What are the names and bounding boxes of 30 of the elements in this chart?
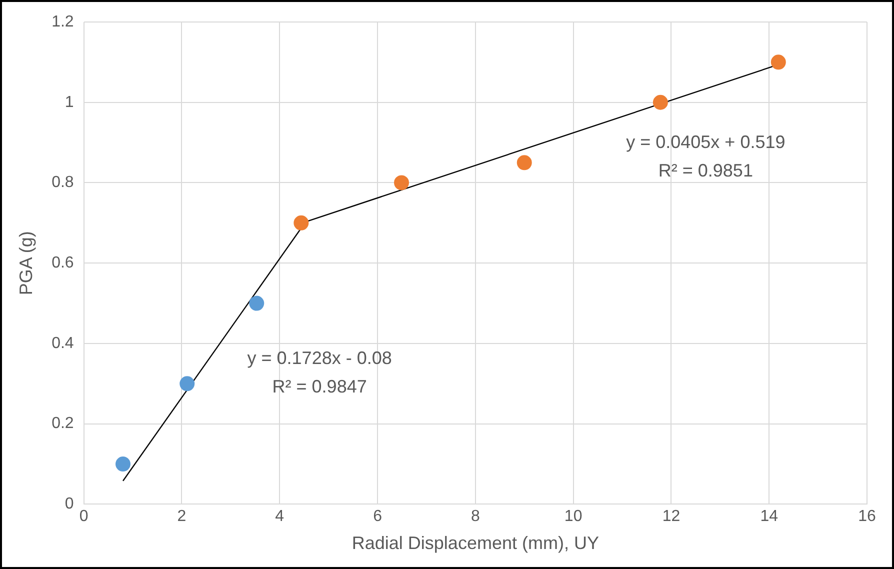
annotation: R² = 0.9847: [272, 376, 367, 396]
y-tick-label: 0.6: [52, 254, 74, 272]
x-axis-title: Radial Displacement (mm), UY: [352, 533, 599, 554]
y-tick-label: 1.2: [52, 13, 74, 30]
x-tick-label: 2: [177, 508, 186, 526]
point: [294, 215, 309, 230]
y-tick-label: 1: [64, 94, 74, 111]
x-tick-label: 0: [79, 508, 88, 526]
x-tick-label: 16: [858, 508, 876, 526]
x-tick-label: 6: [373, 508, 382, 526]
x-tick-label: 10: [564, 508, 582, 526]
point: [116, 456, 130, 472]
annotation: y = 0.0405x + 0.519: [626, 132, 786, 152]
y-tick-label: 0.8: [52, 174, 74, 192]
point: [249, 296, 264, 311]
x-tick-label: 4: [275, 508, 284, 526]
annotation: R² = 0.9851: [658, 160, 753, 180]
point: [516, 155, 532, 170]
annotation: y = 0.1728x - 0.08: [247, 348, 392, 368]
point: [770, 54, 786, 70]
x-tick-label: 14: [760, 508, 778, 526]
y-tick-label: 0: [64, 496, 74, 513]
point: [652, 94, 668, 110]
y-tick-label: 0.4: [52, 334, 74, 352]
point: [394, 175, 410, 190]
point: [180, 376, 195, 392]
x-tick-label: 8: [470, 508, 480, 526]
x-tick-label: 12: [662, 508, 680, 526]
y-tick-label: 0.2: [52, 415, 74, 432]
y-axis-title: PGA (g): [16, 231, 36, 296]
